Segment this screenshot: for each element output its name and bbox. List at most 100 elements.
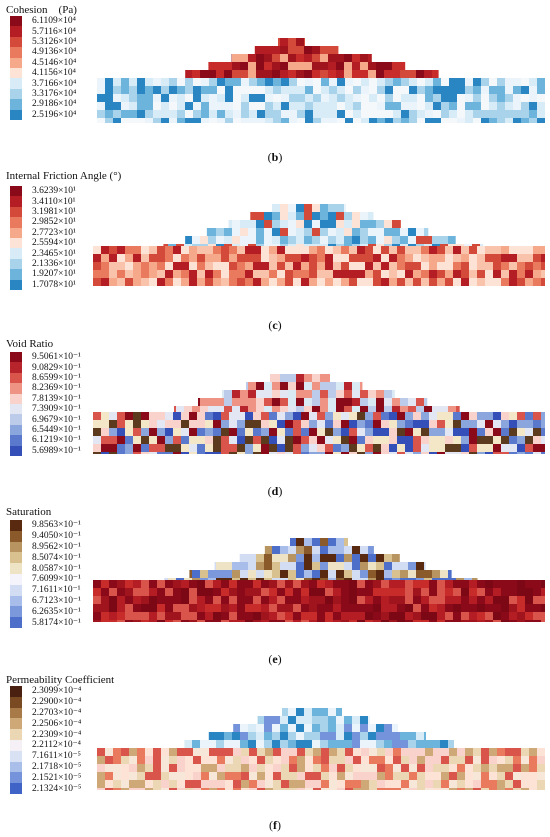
foundation-cell [521, 78, 529, 86]
foundation-cell [473, 86, 481, 94]
foundation-cell [501, 420, 509, 428]
foundation-cell [273, 110, 281, 118]
embankment-cell [280, 374, 288, 382]
foundation-cell [221, 596, 229, 604]
foundation-cell [317, 612, 325, 620]
foundation-cell [521, 772, 529, 780]
foundation-cell [473, 780, 481, 788]
foundation-cell [157, 612, 165, 620]
foundation-cell [313, 748, 321, 756]
embankment-cell [296, 228, 304, 236]
foundation-cell [461, 254, 469, 262]
colorbar-tick-label: 2.1324×10⁻⁵ [32, 783, 82, 794]
embankment-cell [304, 554, 312, 562]
foundation-cell [265, 118, 273, 123]
foundation-cell [517, 588, 525, 596]
foundation-cell [281, 764, 289, 772]
foundation-cell [345, 102, 353, 110]
embankment-cell [256, 740, 264, 748]
embankment-cell [408, 578, 416, 580]
colorbar-swatch [10, 26, 22, 38]
foundation-cell [401, 118, 409, 123]
embankment-cell [304, 570, 312, 578]
foundation-cell [261, 620, 269, 622]
embankment-cell [304, 46, 312, 54]
embankment-cell [304, 54, 312, 62]
foundation-cell [345, 748, 353, 756]
embankment-cell [224, 398, 232, 406]
embankment-cell [400, 62, 406, 70]
foundation-cell [205, 452, 213, 454]
foundation-cell [253, 246, 261, 254]
foundation-cell [349, 262, 357, 270]
foundation-cell [249, 780, 257, 788]
foundation-cell [317, 262, 325, 270]
embankment-cell [424, 236, 432, 244]
foundation-cell [373, 270, 381, 278]
foundation-cell [437, 278, 445, 286]
foundation-cell [273, 748, 281, 756]
foundation-cell [525, 604, 533, 612]
embankment-cell [168, 578, 176, 580]
foundation-cell [189, 254, 197, 262]
foundation-cell [517, 580, 525, 588]
colorbar-tick-label: 7.8139×10⁻¹ [32, 393, 81, 404]
foundation-cell [393, 780, 401, 788]
embankment-cell [352, 62, 360, 70]
foundation-cell [121, 102, 129, 110]
foundation-cell [289, 110, 297, 118]
foundation-cell [293, 262, 301, 270]
embankment-cell [232, 228, 240, 236]
foundation-cell [117, 452, 125, 454]
foundation-cell [141, 436, 149, 444]
embankment-cell [248, 578, 256, 580]
foundation-cell [269, 612, 277, 620]
foundation-cell [161, 772, 169, 780]
colorbar-swatch [10, 783, 22, 795]
foundation-cell [513, 110, 521, 118]
foundation-cell [501, 588, 509, 596]
foundation-cell [137, 94, 145, 102]
colorbar-swatch [10, 99, 22, 111]
embankment-cell [360, 724, 368, 732]
embankment-cell [392, 220, 400, 228]
foundation-cell [497, 772, 505, 780]
foundation-cell [213, 612, 221, 620]
foundation-cell [221, 444, 229, 452]
foundation-cell [305, 110, 313, 118]
foundation-cell [465, 772, 473, 780]
foundation-cell [405, 444, 413, 452]
foundation-cell [221, 580, 229, 588]
foundation-cell [373, 436, 381, 444]
foundation-cell [405, 604, 413, 612]
foundation-cell [205, 612, 213, 620]
embankment-cell [192, 570, 200, 578]
embankment-cell [400, 70, 408, 78]
colorbar [10, 352, 22, 457]
foundation-cell [121, 118, 129, 123]
foundation-cell [457, 86, 465, 94]
foundation-cell [133, 620, 141, 622]
foundation-cell [153, 788, 161, 790]
foundation-cell [365, 270, 373, 278]
embankment-cell [320, 54, 328, 62]
foundation-cell [473, 764, 481, 772]
foundation-cell [465, 780, 473, 788]
foundation-cell [445, 436, 453, 444]
foundation-cell [369, 78, 377, 86]
foundation-cell [517, 428, 525, 436]
embankment-cell [344, 546, 352, 554]
embankment-cell [280, 244, 288, 246]
foundation-cell [277, 444, 285, 452]
foundation-cell [405, 452, 413, 454]
embankment-cell [472, 244, 480, 246]
foundation-cell [193, 780, 201, 788]
embankment-cell [288, 54, 296, 62]
embankment-cell [416, 398, 424, 406]
mesh-contour-plot [93, 538, 545, 622]
foundation-cell [373, 420, 381, 428]
foundation-cell [253, 612, 261, 620]
embankment-cell [360, 546, 368, 554]
colorbar-tick-label: 8.2369×10⁻¹ [32, 383, 81, 394]
foundation-cell [481, 110, 489, 118]
